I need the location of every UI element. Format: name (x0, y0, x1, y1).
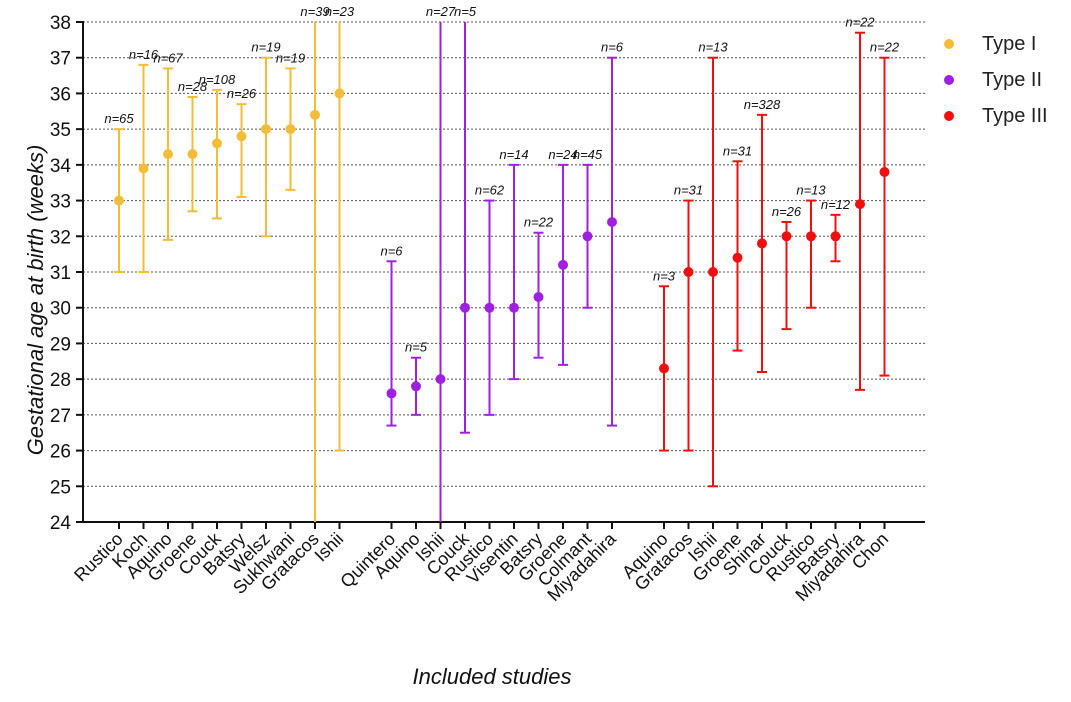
y-tick-label: 31 (50, 263, 71, 284)
legend-label-type-iii: Type III (982, 104, 1048, 127)
n-label: n=19 (276, 50, 305, 65)
legend: Type I Type II Type III (944, 26, 1048, 134)
y-tick-label: 35 (50, 120, 71, 141)
data-point (509, 302, 519, 313)
data-point (187, 149, 198, 160)
n-label: n=67 (153, 50, 183, 65)
data-point (334, 88, 345, 99)
data-point (435, 374, 446, 385)
data-point (879, 167, 890, 177)
legend-marker-type-ii (944, 75, 954, 85)
y-tick-label: 34 (50, 156, 72, 177)
n-label: n=12 (821, 197, 851, 212)
n-label: n=3 (653, 268, 676, 283)
n-label: n=45 (573, 147, 603, 162)
data-point (683, 267, 694, 277)
y-tick-label: 36 (50, 84, 71, 105)
data-point (708, 267, 718, 277)
n-label: n=62 (475, 183, 505, 198)
data-point (212, 138, 222, 149)
data-point (310, 109, 320, 120)
data-point (806, 231, 816, 242)
legend-marker-type-i (944, 39, 954, 49)
y-tick-label: 33 (50, 192, 71, 213)
legend-label-type-ii: Type II (982, 68, 1043, 91)
n-label: n=16 (129, 47, 159, 62)
data-point (460, 302, 470, 313)
n-label: n=39 (300, 4, 329, 19)
y-axis-label: Gestational age at birth (weeks) (23, 144, 48, 456)
n-label: n=13 (698, 40, 728, 55)
data-point (236, 131, 247, 142)
y-tick-label: 29 (50, 334, 71, 355)
data-point (558, 259, 568, 270)
y-tick-label: 37 (50, 49, 71, 70)
data-point (533, 292, 544, 302)
legend-marker-type-iii (944, 111, 954, 121)
data-point (757, 238, 767, 249)
y-tick-label: 30 (50, 299, 71, 320)
n-label: n=328 (744, 97, 781, 112)
y-tick-label: 24 (50, 513, 72, 534)
n-label: n=22 (524, 215, 554, 230)
n-label: n=22 (870, 40, 900, 55)
data-point (411, 381, 421, 392)
n-label: n=28 (178, 79, 208, 94)
y-tick-label: 28 (50, 370, 71, 391)
legend-item-type-i: Type I (944, 26, 1048, 62)
y-tick-label: 32 (50, 227, 71, 248)
y-tick-label: 26 (50, 442, 71, 463)
data-point (163, 149, 173, 160)
data-point (830, 231, 841, 242)
x-tick-label: Ishii (311, 529, 348, 566)
n-label: n=14 (499, 147, 528, 162)
data-point (855, 199, 865, 210)
n-label: n=24 (548, 147, 577, 162)
y-tick-label: 38 (50, 13, 71, 34)
n-label: n=108 (199, 72, 236, 87)
y-tick-label: 27 (50, 406, 71, 427)
n-label: n=13 (796, 183, 826, 198)
n-label: n=6 (601, 40, 624, 55)
data-point (285, 124, 296, 135)
data-point (261, 124, 271, 135)
data-point (386, 388, 397, 399)
n-label: n=19 (251, 40, 280, 55)
legend-item-type-ii: Type II (944, 62, 1048, 98)
data-point (582, 231, 593, 242)
n-label: n=26 (772, 204, 802, 219)
data-point (114, 195, 124, 206)
data-marks: n=65n=16n=67n=28n=108n=26n=19n=19n=39n=2… (104, 4, 900, 522)
n-label: n=27 (426, 4, 456, 19)
legend-label-type-i: Type I (982, 32, 1037, 55)
n-label: n=31 (674, 183, 703, 198)
n-label: n=31 (723, 143, 752, 158)
legend-item-type-iii: Type III (944, 98, 1048, 134)
n-label: n=65 (104, 111, 134, 126)
n-label: n=22 (845, 15, 875, 30)
data-point (659, 363, 669, 374)
x-axis-label: Included studies (412, 664, 572, 689)
gridlines (83, 21, 925, 487)
n-label: n=5 (454, 4, 477, 19)
data-point (484, 302, 495, 313)
n-label: n=6 (380, 243, 403, 258)
y-tick-label: 25 (50, 477, 71, 498)
data-point (138, 163, 149, 174)
data-point (781, 231, 792, 242)
data-point (607, 217, 617, 227)
n-label: n=26 (227, 86, 257, 101)
n-label: n=23 (325, 4, 355, 19)
data-point (732, 252, 743, 263)
n-label: n=5 (405, 340, 428, 355)
